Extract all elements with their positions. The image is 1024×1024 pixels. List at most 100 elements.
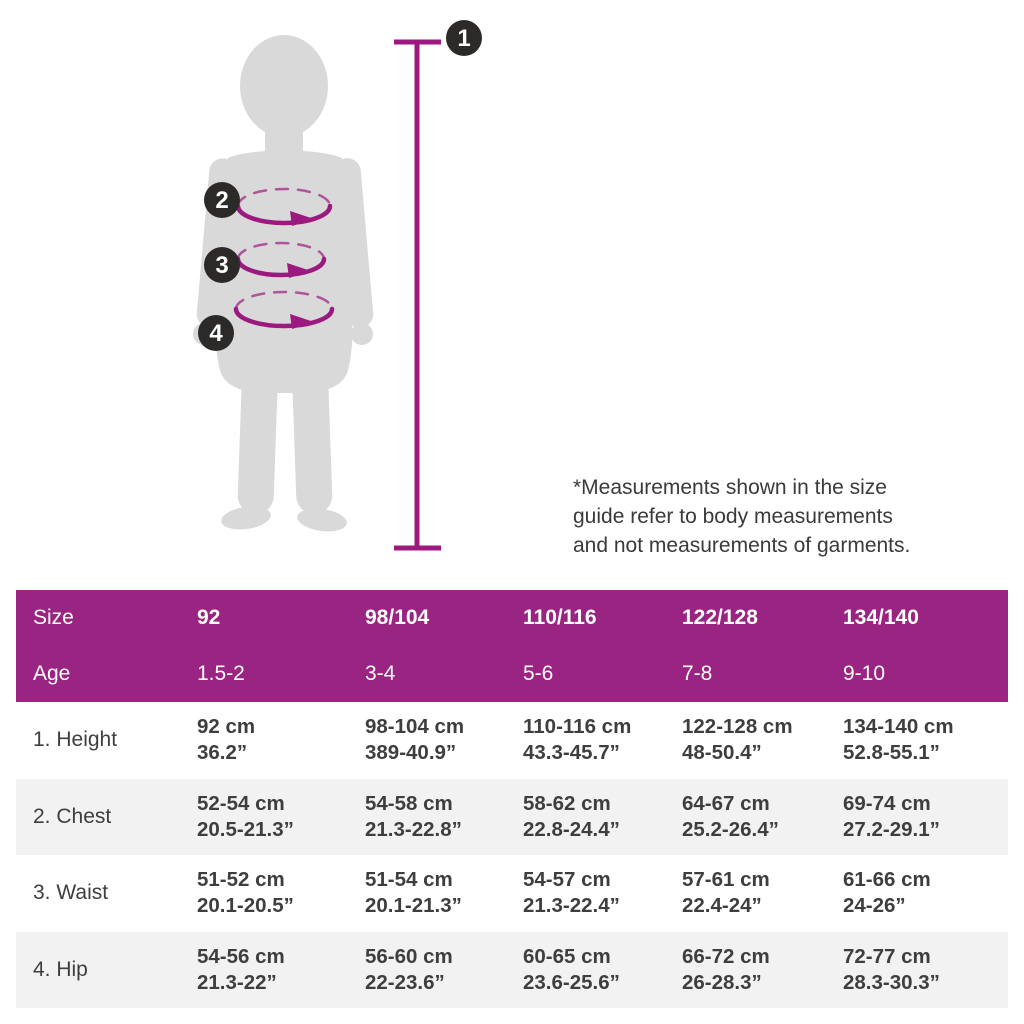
cm-value: 52-54 cm xyxy=(197,791,285,815)
height-measure-line xyxy=(394,39,441,551)
measurement-cell: 122-128 cm 48-50.4” xyxy=(682,714,843,766)
table-row-waist: 3. Waist 51-52 cm 20.1-20.5” 51-54 cm 20… xyxy=(16,855,1008,932)
inch-value: 20.1-20.5” xyxy=(197,894,294,918)
child-silhouette-icon xyxy=(193,35,374,532)
marker-4-number: 4 xyxy=(209,320,223,347)
marker-2-chest: 2 xyxy=(204,182,240,218)
cm-value: 134-140 cm xyxy=(843,715,954,739)
measurement-cell: 92 cm 36.2” xyxy=(197,714,365,766)
cm-value: 122-128 cm xyxy=(682,715,793,739)
chest-girth-arrow xyxy=(235,187,333,226)
inch-value: 21.3-22.8” xyxy=(365,817,462,841)
cm-value: 56-60 cm xyxy=(365,944,453,968)
cm-value: 60-65 cm xyxy=(523,944,611,968)
row-label: 1. Height xyxy=(33,728,118,752)
disclaimer-line: guide refer to body measurements xyxy=(573,505,893,528)
header-age-value: 9-10 xyxy=(843,662,886,685)
header-size-value: 134/140 xyxy=(843,606,919,629)
disclaimer-line: *Measurements shown in the size xyxy=(573,476,887,499)
measurement-cell: 66-72 cm 26-28.3” xyxy=(682,944,843,996)
measurement-cell: 134-140 cm 52.8-55.1” xyxy=(843,714,1008,766)
cm-value: 57-61 cm xyxy=(682,868,770,892)
marker-1-number: 1 xyxy=(457,25,470,52)
inch-value: 21.3-22” xyxy=(197,970,277,994)
measurement-cell: 72-77 cm 28.3-30.3” xyxy=(843,944,1008,996)
cm-value: 72-77 cm xyxy=(843,944,931,968)
header-size-row: Size 92 98/104 110/116 122/128 134/140 xyxy=(16,590,1008,646)
header-size-label: Size xyxy=(33,606,74,629)
inch-value: 20.1-21.3” xyxy=(365,894,462,918)
measurement-cell: 69-74 cm 27.2-29.1” xyxy=(843,791,1008,843)
measurement-cell: 51-52 cm 20.1-20.5” xyxy=(197,867,365,919)
cm-value: 54-58 cm xyxy=(365,791,453,815)
cm-value: 69-74 cm xyxy=(843,791,931,815)
cm-value: 64-67 cm xyxy=(682,791,770,815)
inch-value: 21.3-22.4” xyxy=(523,894,620,918)
row-label: 3. Waist xyxy=(33,881,109,905)
cm-value: 51-52 cm xyxy=(197,868,285,892)
inch-value: 43.3-45.7” xyxy=(523,741,620,765)
inch-value: 20.5-21.3” xyxy=(197,817,294,841)
header-age-value: 3-4 xyxy=(365,662,396,685)
inch-value: 22.8-24.4” xyxy=(523,817,620,841)
marker-3-waist: 3 xyxy=(204,247,240,283)
header-size-value: 98/104 xyxy=(365,606,430,629)
cm-value: 61-66 cm xyxy=(843,868,931,892)
inch-value: 24-26” xyxy=(843,894,906,918)
cm-value: 54-57 cm xyxy=(523,868,611,892)
marker-3-number: 3 xyxy=(215,252,228,279)
inch-value: 23.6-25.6” xyxy=(523,970,620,994)
inch-value: 36.2” xyxy=(197,741,248,765)
row-label: 2. Chest xyxy=(33,804,112,828)
measurement-cell: 57-61 cm 22.4-24” xyxy=(682,867,843,919)
cm-value: 98-104 cm xyxy=(365,715,465,739)
measurement-cell: 98-104 cm 389-40.9” xyxy=(365,714,523,766)
header-age-value: 1.5-2 xyxy=(197,662,245,685)
inch-value: 25.2-26.4” xyxy=(682,817,779,841)
inch-value: 28.3-30.3” xyxy=(843,970,940,994)
header-age-value: 7-8 xyxy=(682,662,713,685)
measurement-cell: 54-56 cm 21.3-22” xyxy=(197,944,365,996)
marker-4-hip: 4 xyxy=(198,315,234,351)
header-age-value: 5-6 xyxy=(523,662,554,685)
measurement-cell: 58-62 cm 22.8-24.4” xyxy=(523,791,682,843)
header-size-value: 122/128 xyxy=(682,606,758,629)
cm-value: 58-62 cm xyxy=(523,791,611,815)
measurement-cell: 64-67 cm 25.2-26.4” xyxy=(682,791,843,843)
inch-value: 22.4-24” xyxy=(682,894,762,918)
cm-value: 110-116 cm xyxy=(523,715,632,739)
marker-1-height: 1 xyxy=(446,20,482,56)
measurement-cell: 56-60 cm 22-23.6” xyxy=(365,944,523,996)
disclaimer-line: and not measurements of garments. xyxy=(573,534,911,557)
header-size-value: 92 xyxy=(197,606,221,629)
measurement-cell: 60-65 cm 23.6-25.6” xyxy=(523,944,682,996)
header-age-label: Age xyxy=(33,662,71,685)
measurement-diagram: 1 2 3 4 xyxy=(193,20,482,551)
header-age-row: Age 1.5-2 3-4 5-6 7-8 9-10 xyxy=(16,646,1008,702)
measurement-cell: 52-54 cm 20.5-21.3” xyxy=(197,791,365,843)
table-row-height: 1. Height 92 cm 36.2” 98-104 cm 389-40.9… xyxy=(16,702,1008,779)
cm-value: 51-54 cm xyxy=(365,868,453,892)
marker-2-number: 2 xyxy=(215,187,228,214)
table-row-hip: 4. Hip 54-56 cm 21.3-22” 56-60 cm 22-23.… xyxy=(16,931,1008,1008)
inch-value: 389-40.9” xyxy=(365,741,457,765)
measurement-disclaimer: *Measurements shown in the size guide re… xyxy=(573,473,943,560)
inch-value: 22-23.6” xyxy=(365,970,445,994)
inch-value: 52.8-55.1” xyxy=(843,741,940,765)
measurement-cell: 61-66 cm 24-26” xyxy=(843,867,1008,919)
waist-girth-arrow xyxy=(235,241,327,278)
hip-girth-arrow xyxy=(233,290,335,329)
inch-value: 27.2-29.1” xyxy=(843,817,940,841)
measurement-cell: 54-58 cm 21.3-22.8” xyxy=(365,791,523,843)
size-table: Size 92 98/104 110/116 122/128 134/140 A… xyxy=(16,590,1008,1008)
inch-value: 48-50.4” xyxy=(682,741,762,765)
cm-value: 92 cm xyxy=(197,715,256,739)
header-size-value: 110/116 xyxy=(523,606,597,629)
measurement-cell: 110-116 cm 43.3-45.7” xyxy=(523,714,682,766)
size-table-header: Size 92 98/104 110/116 122/128 134/140 A… xyxy=(16,590,1008,702)
measurement-cell: 51-54 cm 20.1-21.3” xyxy=(365,867,523,919)
cm-value: 54-56 cm xyxy=(197,944,285,968)
cm-value: 66-72 cm xyxy=(682,944,770,968)
measurement-cell: 54-57 cm 21.3-22.4” xyxy=(523,867,682,919)
